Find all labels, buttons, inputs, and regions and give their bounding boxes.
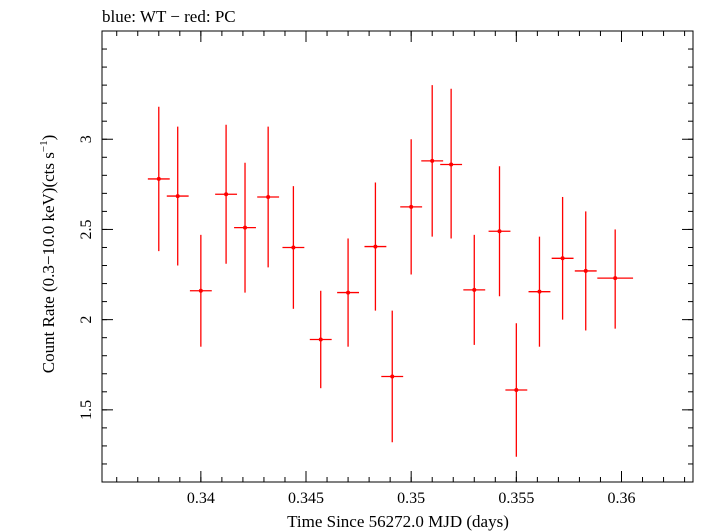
data-marker — [430, 158, 435, 163]
x-tick-label: 0.36 — [607, 490, 635, 507]
data-point — [597, 229, 634, 329]
data-marker — [560, 256, 565, 261]
data-point — [215, 124, 238, 264]
data-point — [166, 126, 189, 266]
data-marker — [583, 268, 588, 273]
data-marker — [224, 192, 229, 197]
data-point — [234, 162, 256, 293]
plot-border — [101, 30, 694, 483]
y-tick-label: 1.5 — [78, 400, 95, 420]
data-marker — [243, 225, 248, 230]
data-marker — [373, 244, 378, 249]
data-point — [337, 238, 360, 347]
data-point — [551, 196, 574, 320]
y-axis-label-main: Count Rate (0.3−10.0 keV)(cts s — [39, 152, 58, 373]
data-marker — [346, 290, 351, 295]
data-marker — [291, 245, 296, 250]
chart-title: blue: WT − red: PC — [102, 7, 236, 26]
data-marker — [318, 337, 323, 342]
data-marker — [266, 194, 271, 199]
data-marker — [613, 276, 618, 281]
y-axis-label-sup: −1 — [38, 140, 50, 152]
data-point — [364, 182, 387, 311]
data-marker — [514, 387, 519, 392]
data-marker — [175, 194, 180, 199]
data-marker — [409, 204, 414, 209]
data-marker — [537, 289, 542, 294]
y-axis-label-end: ) — [39, 135, 58, 141]
data-marker — [497, 229, 502, 234]
data-point — [282, 186, 305, 309]
data-point — [505, 323, 528, 457]
data-point — [147, 106, 170, 252]
x-tick-label: 0.355 — [498, 490, 534, 507]
data-marker — [449, 162, 454, 167]
data-point — [528, 236, 551, 347]
y-tick-label: 2 — [78, 316, 95, 324]
data-point — [309, 290, 332, 389]
data-marker — [390, 374, 395, 379]
tick-labels: 0.34 0.345 0.35 0.355 0.36 1.5 2 2.5 3 — [78, 135, 635, 507]
x-tick-label: 0.345 — [288, 490, 324, 507]
y-axis-label: Count Rate (0.3−10.0 keV)(cts s−1) — [38, 135, 58, 374]
data-point — [421, 85, 444, 237]
data-point — [488, 166, 511, 297]
y-tick-label: 3 — [78, 135, 95, 143]
y-tick-label: 2.5 — [78, 219, 95, 239]
data-point — [257, 126, 280, 268]
data-point — [400, 139, 423, 275]
x-tick-label: 0.34 — [187, 490, 215, 507]
data-points — [147, 85, 634, 457]
data-point — [189, 234, 212, 347]
plot-frame — [101, 30, 694, 483]
data-marker — [472, 287, 477, 292]
data-point — [440, 88, 463, 239]
data-marker — [156, 176, 161, 181]
data-marker — [198, 288, 203, 293]
x-axis-label: Time Since 56272.0 MJD (days) — [287, 512, 509, 531]
data-point — [463, 234, 486, 345]
data-point — [381, 310, 404, 443]
data-point — [574, 211, 597, 331]
axis-ticks — [102, 30, 693, 483]
x-tick-label: 0.35 — [397, 490, 425, 507]
